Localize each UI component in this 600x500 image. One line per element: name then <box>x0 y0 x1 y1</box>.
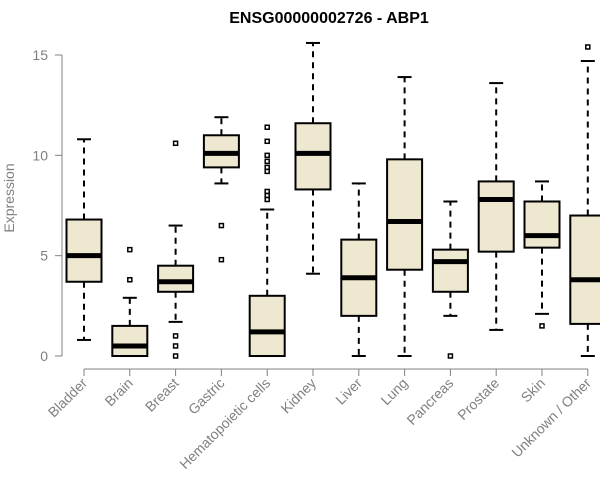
x-tick-label: Liver <box>332 375 365 408</box>
box-group <box>111 246 149 357</box>
y-tick-label: 15 <box>32 47 48 63</box>
box-iqr <box>569 214 600 325</box>
box-iqr <box>111 324 149 357</box>
x-tick-label: Breast <box>142 375 182 415</box>
outlier-point <box>127 276 133 283</box>
x-tick-label: Unknown / Other <box>508 375 594 461</box>
x-tick-label: Hematopoietic cells <box>176 375 273 472</box>
box-iqr <box>157 264 195 293</box>
box-iqr <box>248 294 286 357</box>
outlier-point <box>264 138 270 145</box>
outlier-point <box>218 256 225 263</box>
box-iqr <box>65 218 103 283</box>
x-tick-label: Bladder <box>45 375 91 421</box>
x-tick-label: Gastric <box>185 375 228 418</box>
outlier-point <box>264 152 270 159</box>
outlier-point <box>172 140 179 147</box>
box-group <box>294 41 332 275</box>
y-tick-label: 10 <box>32 147 48 163</box>
box-group <box>431 200 469 359</box>
box-iqr <box>431 248 469 293</box>
x-tick-label: Lung <box>377 375 410 408</box>
box-group <box>569 44 600 357</box>
box-group <box>202 116 240 263</box>
x-tick-label: Kidney <box>278 375 320 417</box>
outlier-point <box>264 124 270 130</box>
y-axis-label: Expression <box>1 163 17 232</box>
outlier-point <box>127 246 133 253</box>
outlier-point <box>264 164 270 171</box>
outlier-point <box>264 158 270 165</box>
y-axis: 0 5 10 15 <box>32 47 63 364</box>
box-group <box>477 82 515 331</box>
box-group <box>340 182 378 357</box>
x-tick-label: Pancreas <box>403 375 456 428</box>
box-group <box>248 124 286 357</box>
box-group <box>65 138 103 341</box>
x-tick-label: Prostate <box>454 375 502 423</box>
box-group <box>157 140 195 359</box>
outlier-point <box>172 333 179 339</box>
outlier-point <box>447 353 454 359</box>
y-tick-label: 5 <box>40 248 48 264</box>
outlier-point <box>218 222 225 229</box>
x-tick-label: Skin <box>518 375 549 406</box>
y-tick-label: 0 <box>40 348 48 364</box>
outlier-point <box>585 44 591 50</box>
box-group <box>523 180 561 329</box>
box-iqr <box>294 122 332 191</box>
box-iqr <box>523 200 561 249</box>
chart-title: ENSG00000002726 - ABP1 <box>229 10 429 27</box>
box-iqr <box>477 180 515 253</box>
outlier-point <box>172 353 179 359</box>
boxes-layer <box>65 41 600 359</box>
outlier-point <box>264 188 270 195</box>
outlier-point <box>539 323 545 329</box>
box-iqr <box>386 158 424 271</box>
box-group <box>386 76 424 357</box>
x-tick-label: Brain <box>101 375 135 409</box>
outlier-point <box>172 343 179 349</box>
